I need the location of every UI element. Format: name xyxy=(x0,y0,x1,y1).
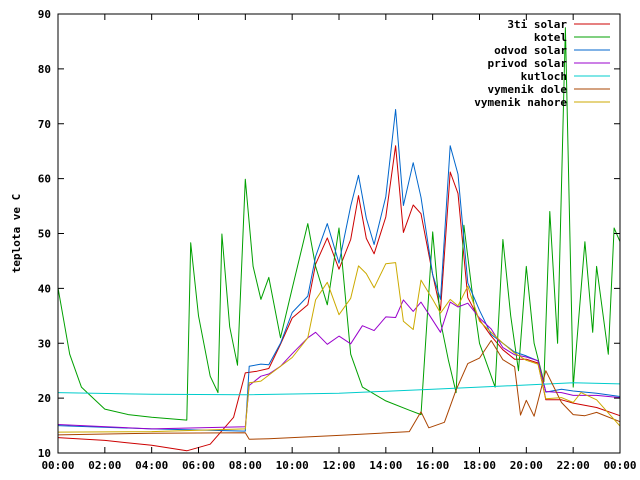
series-line-vymenik-nahore xyxy=(57,262,621,433)
y-tick-label: 50 xyxy=(38,228,51,241)
y-tick-label: 90 xyxy=(38,8,51,21)
legend-label: odvod solar xyxy=(494,44,567,57)
series-line-odvod-solar xyxy=(57,109,621,432)
x-tick-label: 00:00 xyxy=(41,459,74,472)
x-tick-label: 00:00 xyxy=(603,459,636,472)
series-line-kotel xyxy=(57,27,621,421)
legend-label: vymenik nahore xyxy=(474,96,567,109)
series-line-3ti-solar xyxy=(57,145,621,452)
x-tick-label: 08:00 xyxy=(229,459,262,472)
x-tick-label: 02:00 xyxy=(88,459,121,472)
x-tick-label: 18:00 xyxy=(463,459,496,472)
axis-ticks: 10 20 30 40 50 60 70 80 90 00:00 02:00 04:00 06:00 08… xyxy=(38,8,637,472)
series-line-vymenik-dole xyxy=(57,340,621,440)
legend-label: kotel xyxy=(534,31,567,44)
y-tick-label: 30 xyxy=(38,337,51,350)
x-tick-label: 22:00 xyxy=(557,459,590,472)
x-tick-label: 12:00 xyxy=(322,459,355,472)
legend-label: privod solar xyxy=(488,57,568,70)
legend-label: 3ti solar xyxy=(507,18,567,31)
x-tick-label: 10:00 xyxy=(276,459,309,472)
y-tick-label: 70 xyxy=(38,118,51,131)
x-tick-label: 04:00 xyxy=(135,459,168,472)
y-axis-title: teplota ve C xyxy=(10,194,23,273)
legend-label: kutloch xyxy=(521,70,567,83)
x-tick-label: 14:00 xyxy=(369,459,402,472)
y-tick-label: 40 xyxy=(38,282,51,295)
plot-lines xyxy=(57,27,621,452)
y-tick-label: 10 xyxy=(38,447,51,460)
series-line-kutloch xyxy=(57,382,621,396)
y-tick-label: 60 xyxy=(38,173,51,186)
x-tick-label: 06:00 xyxy=(182,459,215,472)
x-tick-label: 16:00 xyxy=(416,459,449,472)
y-tick-label: 80 xyxy=(38,63,51,76)
y-tick-label: 20 xyxy=(38,392,51,405)
legend-label: vymenik dole xyxy=(488,83,568,96)
x-tick-label: 20:00 xyxy=(510,459,543,472)
